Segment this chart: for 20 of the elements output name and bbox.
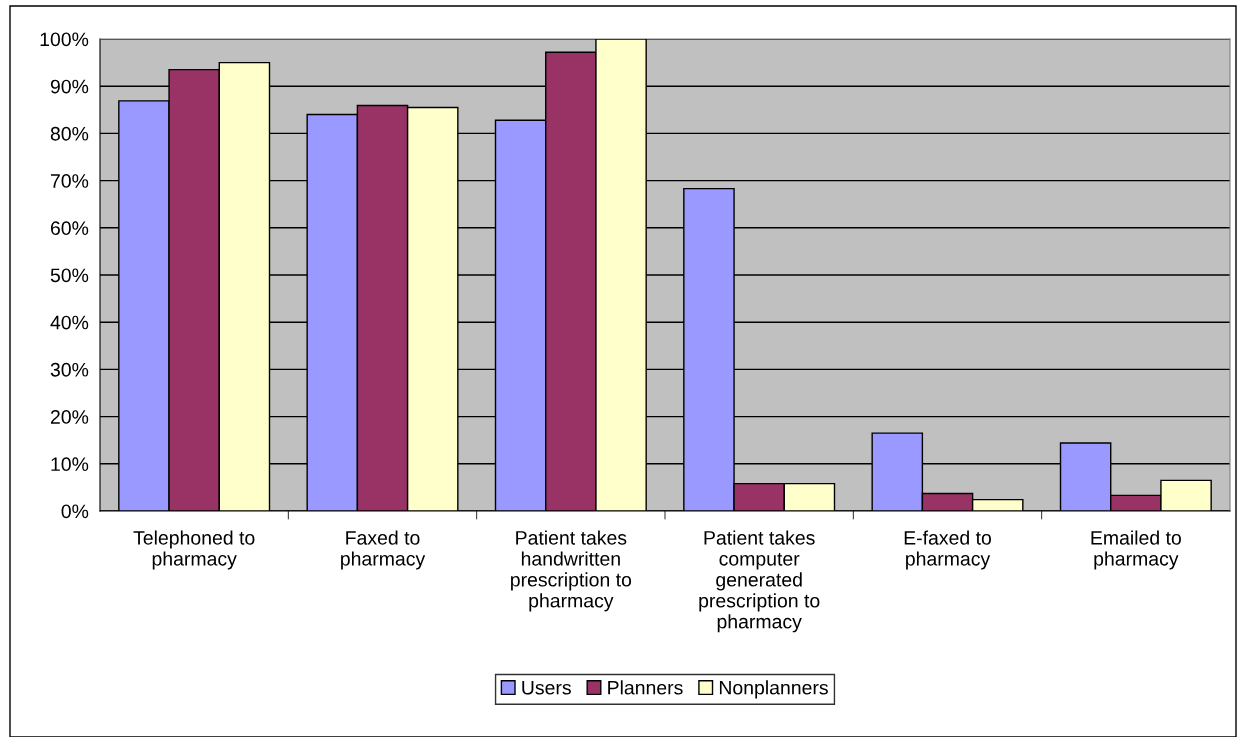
y-tick-label: 50% bbox=[50, 268, 89, 283]
x-tick-label: Telephoned to pharmacy bbox=[133, 530, 255, 570]
y-tick-label: 80% bbox=[50, 126, 89, 141]
y-tick-label: 100% bbox=[40, 32, 89, 47]
y-tick-label: 40% bbox=[50, 315, 89, 330]
y-tick-label: 90% bbox=[50, 79, 89, 94]
legend-label: Nonplanners bbox=[719, 680, 828, 699]
y-tick-label: 0% bbox=[61, 504, 89, 519]
y-tick-label: 20% bbox=[50, 410, 89, 424]
x-tick-label: Patient takes handwritten prescription to pharmacy bbox=[511, 530, 632, 612]
x-tick-label: Emailed to pharmacy bbox=[1091, 530, 1181, 570]
x-tick-label: Faxed to pharmacy bbox=[341, 530, 426, 570]
y-tick-label: 10% bbox=[51, 457, 89, 472]
y-tick-label: 70% bbox=[50, 174, 89, 188]
x-tick-label: E-faxed to pharmacy bbox=[904, 530, 991, 570]
x-tick-label: Patient takes computer generated prescription to pharmacy bbox=[699, 530, 820, 633]
legend-label: Users bbox=[522, 680, 571, 695]
legend-label: Planners bbox=[608, 680, 683, 695]
y-tick-label: 30% bbox=[50, 362, 89, 377]
y-tick-label: 60% bbox=[50, 221, 89, 236]
